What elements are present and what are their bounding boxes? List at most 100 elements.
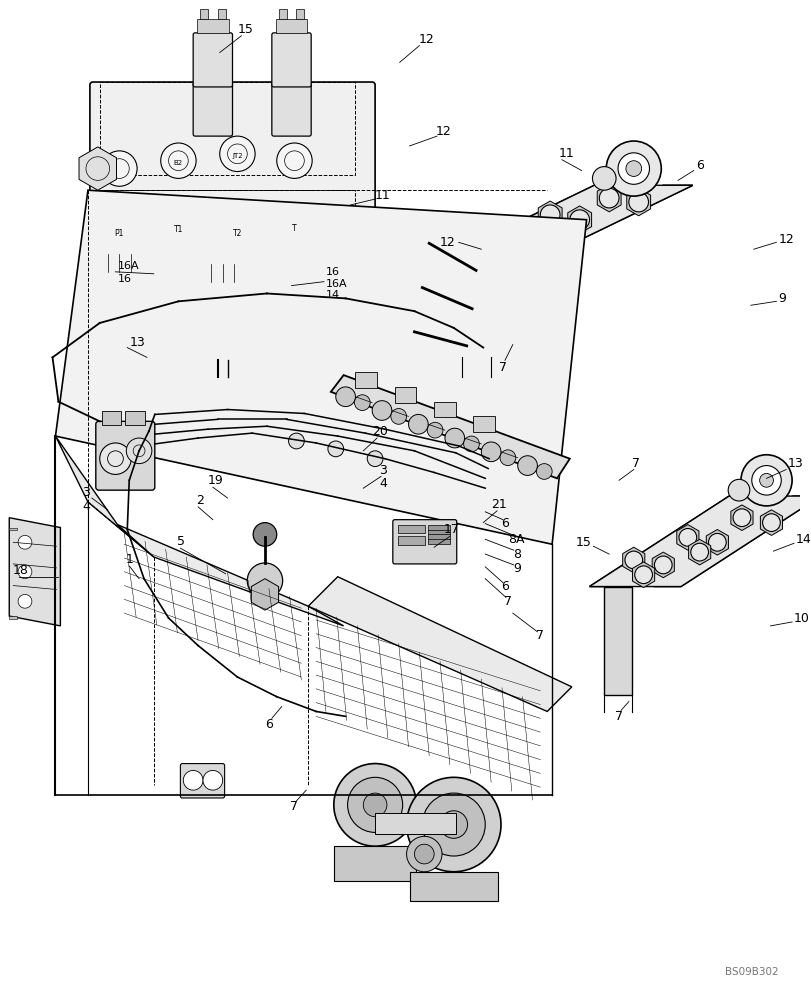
Bar <box>397 536 425 545</box>
Text: 11: 11 <box>375 189 390 202</box>
Polygon shape <box>251 579 278 610</box>
Text: 7: 7 <box>290 800 298 813</box>
Text: 9: 9 <box>778 292 785 305</box>
Polygon shape <box>79 147 116 190</box>
FancyBboxPatch shape <box>393 520 456 564</box>
Polygon shape <box>55 436 153 557</box>
Text: 3: 3 <box>82 486 90 499</box>
Text: 16A: 16A <box>118 261 139 271</box>
Text: 12: 12 <box>436 125 451 138</box>
Polygon shape <box>653 496 811 587</box>
Polygon shape <box>538 201 561 229</box>
Text: 17: 17 <box>444 523 459 536</box>
Circle shape <box>18 535 32 549</box>
Text: 16: 16 <box>118 274 131 284</box>
Text: 4: 4 <box>379 477 386 490</box>
Bar <box>100 190 355 279</box>
Circle shape <box>628 192 648 212</box>
Text: 13: 13 <box>787 457 803 470</box>
Text: 6: 6 <box>264 718 272 731</box>
Text: 7: 7 <box>614 710 622 723</box>
Circle shape <box>517 456 537 475</box>
Text: 7: 7 <box>498 361 506 374</box>
Text: 12: 12 <box>418 33 434 46</box>
Circle shape <box>654 556 672 574</box>
Circle shape <box>277 209 311 244</box>
Polygon shape <box>441 185 623 259</box>
Bar <box>434 402 455 417</box>
Bar <box>200 9 208 19</box>
Text: 16: 16 <box>325 267 340 277</box>
Circle shape <box>408 414 427 434</box>
Text: 8A: 8A <box>508 533 525 546</box>
Polygon shape <box>478 221 503 248</box>
Circle shape <box>336 387 355 407</box>
Circle shape <box>367 451 383 467</box>
Bar <box>375 813 455 834</box>
Circle shape <box>161 210 196 245</box>
Circle shape <box>708 533 725 551</box>
Circle shape <box>277 143 311 178</box>
Bar <box>9 616 17 619</box>
Text: 9: 9 <box>513 562 520 575</box>
Circle shape <box>624 551 642 569</box>
Circle shape <box>406 777 500 872</box>
Bar <box>276 19 307 33</box>
FancyBboxPatch shape <box>193 33 232 87</box>
Text: T: T <box>292 224 296 233</box>
Bar <box>397 525 425 533</box>
Circle shape <box>18 594 32 608</box>
Text: B2: B2 <box>174 160 182 166</box>
Text: 15: 15 <box>237 23 253 36</box>
Circle shape <box>440 811 467 838</box>
Text: 11: 11 <box>558 147 574 160</box>
Circle shape <box>288 433 304 449</box>
Circle shape <box>427 422 443 438</box>
Circle shape <box>127 438 152 464</box>
Circle shape <box>406 836 441 872</box>
Circle shape <box>617 153 649 184</box>
Circle shape <box>751 466 780 495</box>
Circle shape <box>444 428 464 448</box>
FancyBboxPatch shape <box>97 282 147 339</box>
Circle shape <box>347 777 402 832</box>
Text: T2: T2 <box>233 229 242 238</box>
Circle shape <box>220 214 255 249</box>
FancyBboxPatch shape <box>193 82 232 136</box>
Polygon shape <box>118 525 343 626</box>
Circle shape <box>732 509 750 527</box>
Circle shape <box>539 205 560 225</box>
Circle shape <box>247 563 282 598</box>
Circle shape <box>371 401 392 420</box>
Polygon shape <box>589 496 811 587</box>
Text: 14: 14 <box>325 290 340 300</box>
FancyBboxPatch shape <box>193 284 260 360</box>
Circle shape <box>18 565 32 579</box>
Bar <box>125 411 145 425</box>
Circle shape <box>536 464 551 479</box>
Circle shape <box>463 436 478 452</box>
Circle shape <box>390 409 406 424</box>
Circle shape <box>101 214 137 249</box>
Text: 4: 4 <box>82 500 90 513</box>
Bar <box>361 308 417 356</box>
FancyBboxPatch shape <box>201 292 250 349</box>
Text: 10: 10 <box>793 612 809 625</box>
Text: BS09B302: BS09B302 <box>723 967 778 977</box>
Circle shape <box>422 793 485 856</box>
Text: 2: 2 <box>196 494 204 507</box>
Text: 7: 7 <box>504 595 511 608</box>
Circle shape <box>183 770 203 790</box>
Circle shape <box>328 441 343 457</box>
Text: 8: 8 <box>512 548 520 561</box>
Text: JT2: JT2 <box>232 153 242 159</box>
Text: 6: 6 <box>500 580 508 593</box>
FancyBboxPatch shape <box>304 275 353 332</box>
Polygon shape <box>510 185 692 259</box>
Bar <box>9 528 17 530</box>
Bar <box>409 872 497 901</box>
Text: 3: 3 <box>379 464 386 477</box>
FancyBboxPatch shape <box>296 267 363 344</box>
Text: 14: 14 <box>795 533 811 546</box>
Polygon shape <box>632 562 654 588</box>
